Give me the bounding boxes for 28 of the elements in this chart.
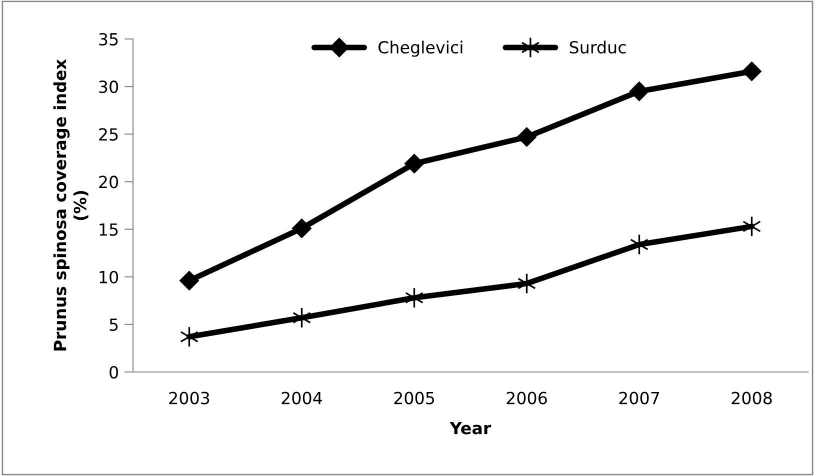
point — [742, 62, 762, 82]
x-tick-label: 2006 — [506, 392, 547, 404]
y-tick-label: 15 — [100, 223, 118, 236]
legend-label: Cheglevici — [378, 40, 462, 57]
point — [742, 216, 762, 237]
point — [292, 307, 312, 328]
point — [292, 218, 312, 238]
point — [180, 326, 199, 348]
y-tick-label: 0 — [110, 366, 118, 379]
x-tick-label: 2003 — [169, 392, 210, 404]
x-tick-label: 2004 — [282, 392, 322, 404]
y-tick-label: 20 — [99, 176, 118, 188]
y-tick-label: 5 — [110, 318, 118, 331]
y-tick-label: 10 — [100, 270, 118, 284]
legend-label: Surduc — [570, 40, 626, 54]
x-axis-title: Year — [450, 422, 492, 434]
point — [180, 270, 199, 290]
point — [404, 154, 424, 174]
point — [404, 287, 424, 308]
y-tick-label: 35 — [99, 32, 118, 46]
x-tick-label: 2007 — [619, 392, 660, 404]
point — [517, 127, 536, 147]
point — [630, 82, 649, 101]
x-tick-label: 2008 — [732, 392, 772, 404]
y-tick-label: 25 — [99, 128, 118, 141]
y-axis-title: Prunus spinosa coverage index (%) — [53, 59, 88, 351]
y-tick-label: 30 — [99, 80, 118, 94]
x-tick-label: 2005 — [394, 392, 434, 404]
